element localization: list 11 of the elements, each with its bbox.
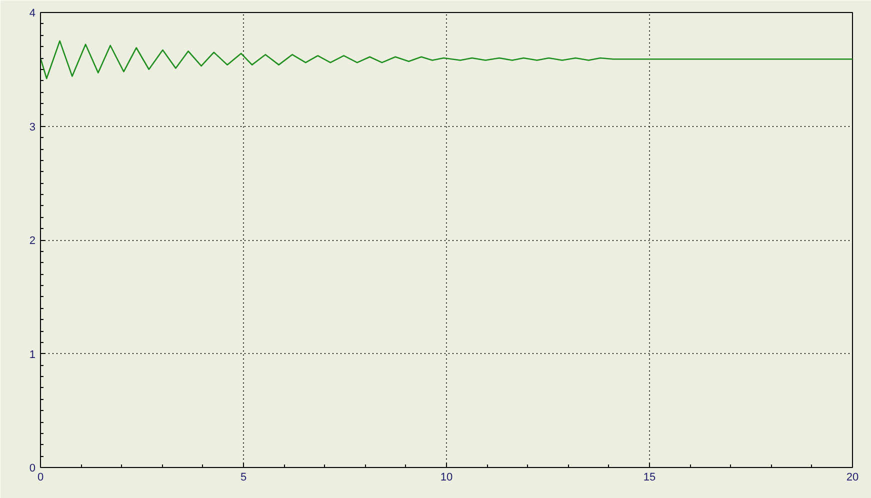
x-tick-label: 5 [240, 472, 247, 484]
y-tick-label: 0 [29, 462, 36, 474]
y-tick-label: 3 [29, 121, 36, 134]
x-tick-label: 0 [37, 472, 44, 484]
y-tick-label: 2 [29, 235, 36, 247]
y-tick-label: 4 [29, 8, 36, 20]
line-series [40, 40, 852, 80]
x-tick-label: 20 [846, 472, 859, 484]
x-tick-label: 15 [643, 472, 656, 484]
y-tick-label: 1 [29, 348, 36, 361]
x-tick-label: 10 [440, 472, 453, 484]
